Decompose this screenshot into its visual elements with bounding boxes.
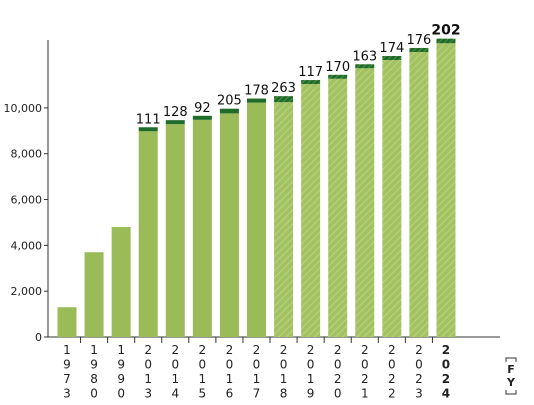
bar-base [57, 307, 77, 337]
bar-data-label: 92 [194, 101, 211, 116]
bar-data-label: 170 [325, 60, 350, 75]
bar-increment [436, 38, 456, 44]
bar-base [111, 227, 131, 337]
bar-base [219, 113, 239, 337]
bar-data-label: 128 [163, 105, 188, 120]
bar-data-label: 202 [431, 23, 460, 39]
bar-data-label: 163 [352, 49, 377, 64]
unit-bracket-top [505, 357, 517, 362]
bar-increment [165, 120, 185, 125]
bar-data-label: 263 [271, 81, 296, 96]
bar-base [328, 78, 348, 337]
bar-base [165, 124, 185, 337]
y-tick-label: 8,000 [11, 148, 43, 161]
bar-base [192, 119, 212, 337]
bar-base [274, 102, 294, 337]
bar-data-label: 178 [244, 84, 269, 99]
bar-increment [382, 56, 402, 61]
y-tick-label: 6,000 [11, 194, 43, 207]
bar-base [301, 84, 321, 337]
y-tick-label: 2,000 [11, 285, 43, 298]
bar-data-label: 176 [406, 33, 431, 48]
bar-base [436, 43, 456, 338]
bar-increment [409, 47, 429, 52]
bar-data-label: 111 [136, 112, 161, 127]
bar-base [246, 102, 266, 337]
y-tick-label: 4,000 [11, 239, 43, 252]
bar-base [409, 51, 429, 338]
bar-data-label: 117 [298, 65, 323, 80]
bar-data-label: 174 [379, 41, 404, 56]
bar-increment [355, 64, 375, 69]
bar-increment [328, 74, 348, 79]
bar-base [382, 60, 402, 337]
bar-base [355, 68, 375, 338]
bar-increment [219, 108, 239, 114]
bar-increment [246, 98, 266, 103]
bar-data-label: 205 [217, 94, 242, 109]
bar-increment [192, 115, 212, 120]
unit-bracket-bottom [505, 390, 517, 395]
y-tick-label: 10,000 [4, 102, 43, 115]
bar-increment [301, 80, 321, 85]
bar-base [138, 131, 158, 337]
bar-increment [274, 96, 294, 103]
bar-increment [138, 127, 158, 132]
bar-base [84, 252, 104, 337]
y-tick-label: 0 [35, 331, 42, 344]
